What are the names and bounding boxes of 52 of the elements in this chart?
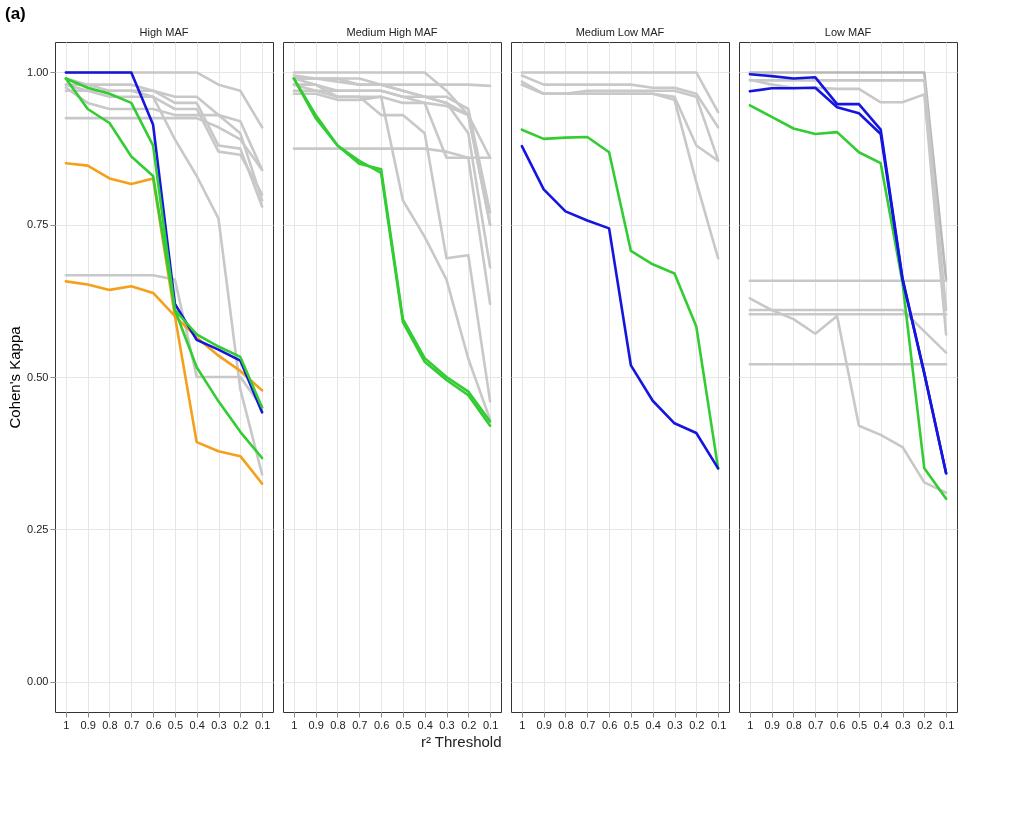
x-tick-label: 0.9 <box>308 718 324 731</box>
x-tick-label: 0.1 <box>482 718 499 731</box>
x-tick-label: 1 <box>747 718 754 731</box>
x-tick-label: 0.9 <box>536 718 552 731</box>
x-tick-label: 0.7 <box>580 718 596 731</box>
x-tick-label: 0.2 <box>917 718 933 731</box>
x-tick-label: 0.8 <box>102 718 118 731</box>
x-tick-label: 0.3 <box>211 718 227 731</box>
x-tick-label: 1 <box>291 718 298 731</box>
x-tick-label: 0.8 <box>558 718 574 731</box>
y-tick-label: 0.75 <box>27 218 49 231</box>
x-tick-label: 0.7 <box>352 718 368 731</box>
x-tick-label: 1 <box>519 718 526 731</box>
x-tick-label: 0.6 <box>829 718 846 731</box>
x-tick-label: 0.9 <box>764 718 780 731</box>
chart-title: Medium High MAF <box>346 26 438 38</box>
x-tick-label: 0.3 <box>895 718 911 731</box>
x-tick-label: 0.8 <box>330 718 346 731</box>
x-tick-label: 0.5 <box>395 718 412 731</box>
x-tick-label: 0.4 <box>189 718 205 731</box>
x-tick-label: 0.4 <box>645 718 661 731</box>
x-tick-label: 0.8 <box>786 718 802 731</box>
y-tick-label: 0.50 <box>27 370 49 383</box>
x-tick-label: 0.6 <box>145 718 162 731</box>
x-tick-label: 0.6 <box>373 718 390 731</box>
x-tick-label: 0.4 <box>417 718 433 731</box>
x-tick-label: 0.3 <box>439 718 455 731</box>
x-tick-label: 0.1 <box>254 718 271 731</box>
x-tick-label: 0.1 <box>710 718 727 731</box>
x-tick-label: 0.5 <box>851 718 868 731</box>
x-tick-label: 0.7 <box>124 718 140 731</box>
x-tick-label: 0.5 <box>623 718 640 731</box>
x-tick-label: 0.1 <box>938 718 955 731</box>
x-tick-label: 0.5 <box>167 718 184 731</box>
chart-title: High MAF <box>139 26 189 38</box>
chart-title: Medium Low MAF <box>575 26 665 38</box>
x-tick-label: 0.2 <box>233 718 249 731</box>
chart-title: Low MAF <box>824 26 872 38</box>
y-tick-label: 0.25 <box>27 522 49 535</box>
y-axis-title: Cohen's Kappa <box>6 325 24 429</box>
x-tick-label: 0.2 <box>461 718 477 731</box>
x-tick-label: 0.2 <box>689 718 705 731</box>
text: (a) <box>5 4 26 23</box>
x-tick-label: 0.6 <box>601 718 618 731</box>
x-tick-label: 0.9 <box>80 718 96 731</box>
y-tick-label: 1.00 <box>27 65 49 78</box>
x-axis-title: r² Threshold <box>420 732 502 750</box>
x-tick-label: 0.3 <box>667 718 683 731</box>
y-tick-label: 0.00 <box>27 675 49 688</box>
x-tick-label: 1 <box>63 718 70 731</box>
x-tick-label: 0.7 <box>808 718 824 731</box>
x-tick-label: 0.4 <box>873 718 889 731</box>
